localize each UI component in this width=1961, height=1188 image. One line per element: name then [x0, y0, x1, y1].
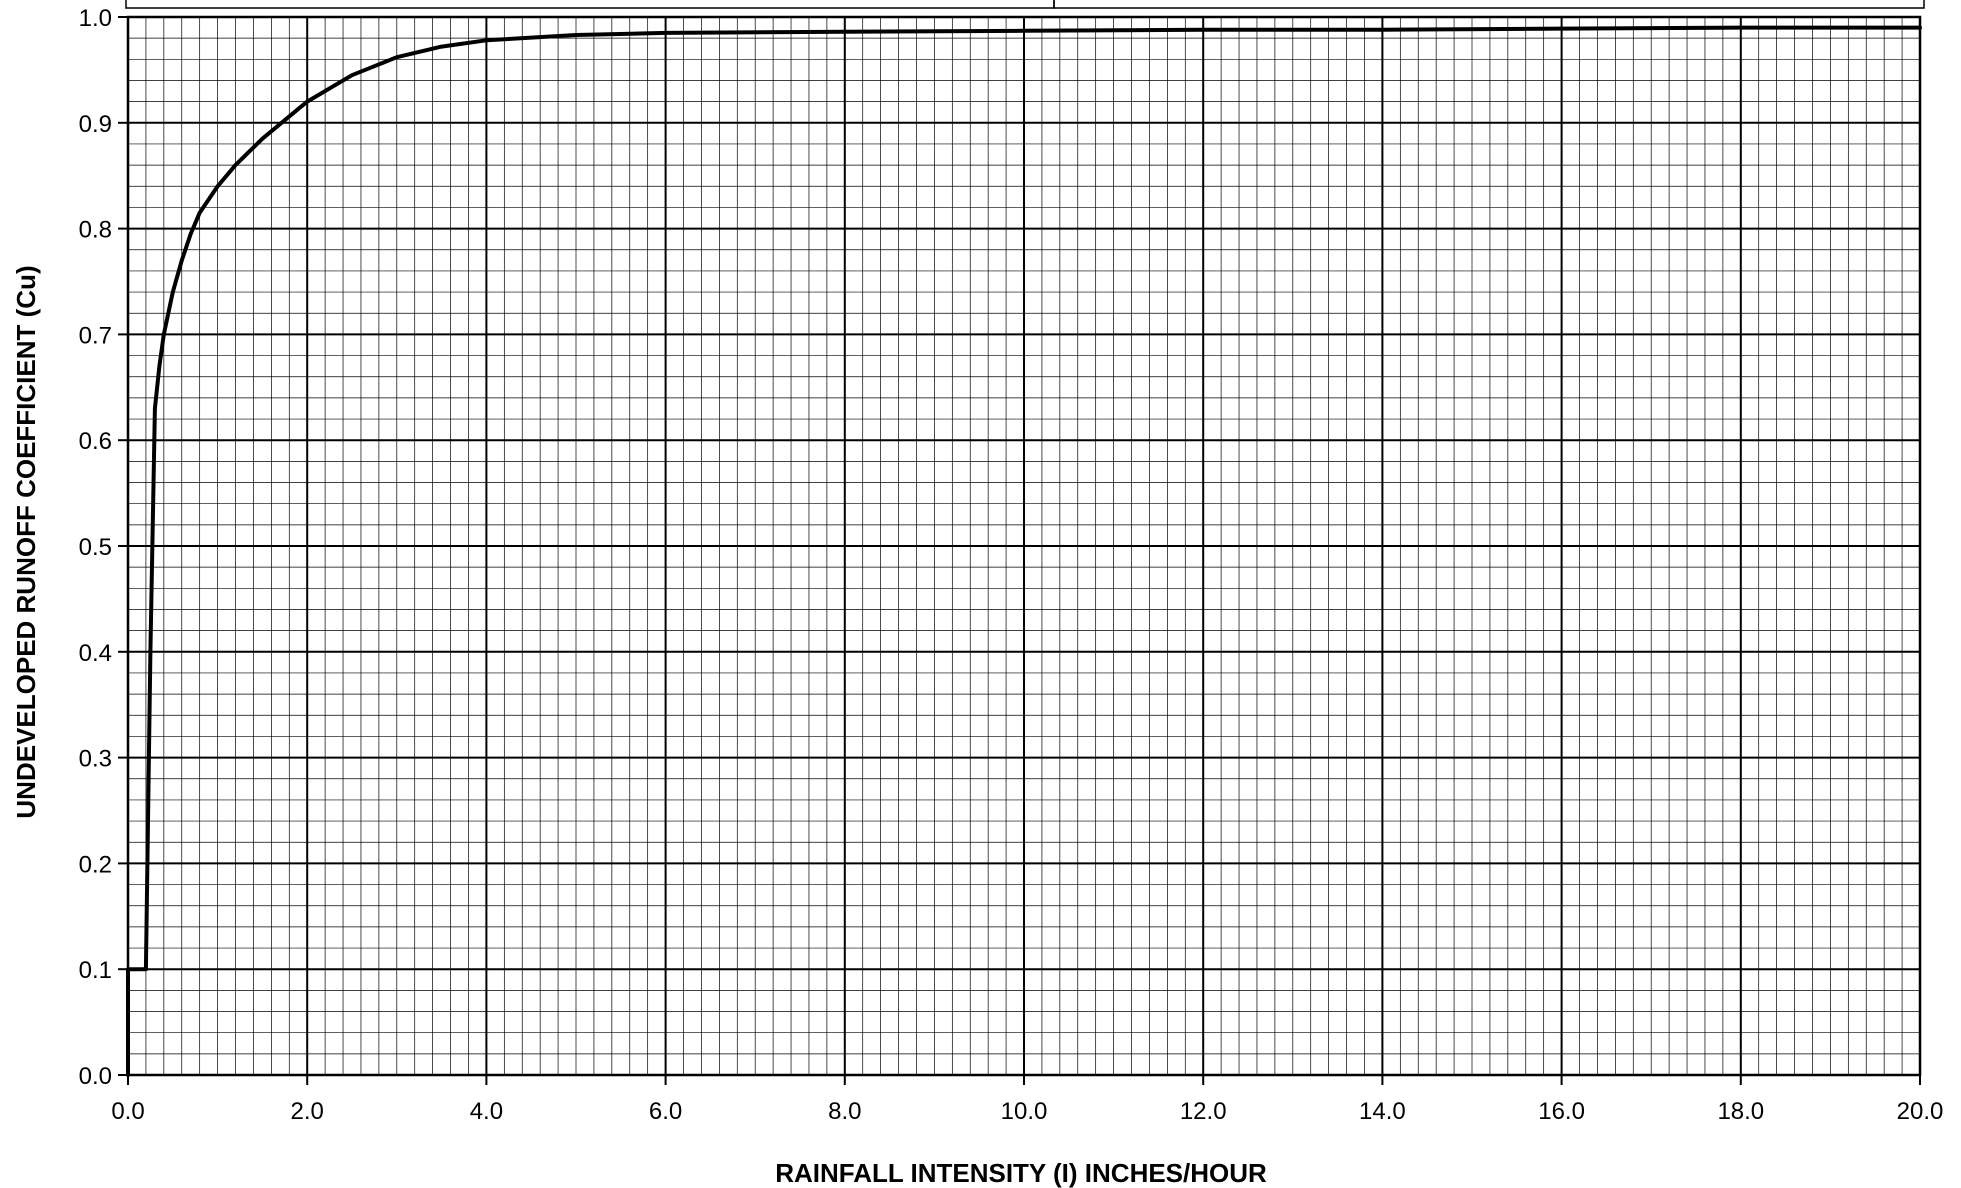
plot-area-border — [126, 15, 1922, 1077]
y-tick-label: 0.8 — [79, 217, 112, 244]
y-tick-labels: 0.0 0.1 0.2 0.3 0.4 0.5 0.6 0.7 0.8 0.9 1.0 — [79, 5, 112, 1090]
curve-layer — [126, 25, 1922, 1077]
y-tick-label: 0.9 — [79, 111, 112, 138]
x-tick-label: 20.0 — [1897, 1098, 1944, 1125]
x-tick-label: 4.0 — [470, 1098, 503, 1125]
x-tick-label: 6.0 — [649, 1098, 682, 1125]
y-tick-label: 0.3 — [79, 746, 112, 773]
x-tick-label: 14.0 — [1359, 1098, 1406, 1125]
major-grid — [118, 16, 1921, 1085]
header-boxes — [125, 0, 1925, 9]
plot-frame — [126, 15, 1922, 1077]
runoff-curve — [126, 25, 1922, 1077]
header-box-right — [1053, 0, 1925, 9]
y-tick-label: 0.4 — [79, 640, 112, 667]
header-box-left — [125, 0, 1055, 9]
x-tick-label: 16.0 — [1538, 1098, 1585, 1125]
y-tick-label: 0.7 — [79, 322, 112, 349]
x-tick-labels: 0.0 2.0 4.0 6.0 8.0 10.0 12.0 14.0 16.0 18.0 20.0 — [111, 1098, 1943, 1125]
y-axis-title: UNDEVELOPED RUNOFF COEFFICIENT (Cu) — [11, 265, 41, 818]
x-tick-label: 10.0 — [1001, 1098, 1048, 1125]
y-tick-label: 0.0 — [79, 1063, 112, 1090]
x-tick-label: 0.0 — [111, 1098, 144, 1125]
y-tick-label: 0.2 — [79, 851, 112, 878]
x-axis-title: RAINFALL INTENSITY (I) INCHES/HOUR — [775, 1158, 1267, 1188]
x-tick-label: 12.0 — [1180, 1098, 1227, 1125]
y-tick-label: 0.6 — [79, 428, 112, 455]
x-tick-label: 18.0 — [1717, 1098, 1764, 1125]
x-tick-label: 8.0 — [828, 1098, 861, 1125]
x-tick-label: 2.0 — [291, 1098, 324, 1125]
y-tick-label: 1.0 — [79, 5, 112, 32]
y-tick-label: 0.1 — [79, 957, 112, 984]
y-tick-label: 0.5 — [79, 534, 112, 561]
